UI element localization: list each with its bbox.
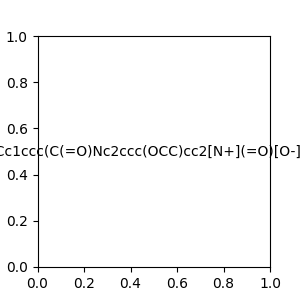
Text: CCc1ccc(C(=O)Nc2ccc(OCC)cc2[N+](=O)[O-])s1: CCc1ccc(C(=O)Nc2ccc(OCC)cc2[N+](=O)[O-])… (0, 145, 300, 158)
